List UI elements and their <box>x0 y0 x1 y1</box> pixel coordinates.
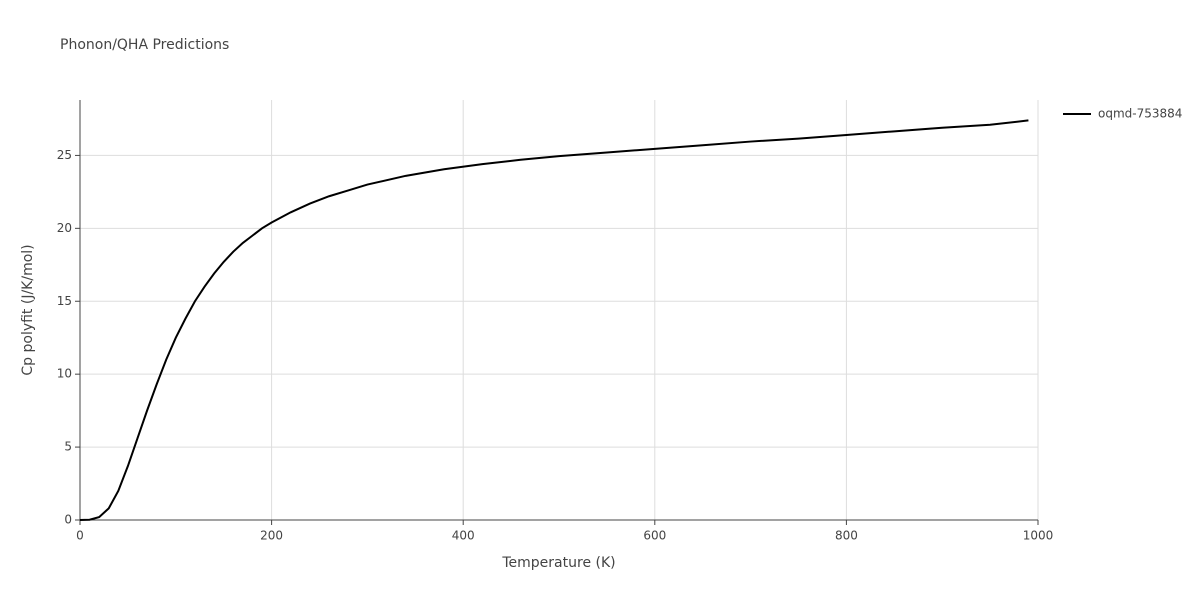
y-tick-label: 20 <box>57 221 72 235</box>
y-tick-label: 0 <box>64 513 72 527</box>
x-tick-label: 1000 <box>1023 529 1054 543</box>
data-line <box>79 119 1029 521</box>
chart-title: Phonon/QHA Predictions <box>60 37 229 53</box>
x-tick-label: 400 <box>452 529 475 543</box>
x-tick-label: 600 <box>643 529 666 543</box>
y-tick-label: 10 <box>57 367 72 381</box>
y-axis-title: Cp polyfit (J/K/mol) <box>20 244 36 375</box>
x-axis-title: Temperature (K) <box>501 555 615 571</box>
x-tick-label: 200 <box>260 529 283 543</box>
y-tick-label: 15 <box>57 294 72 308</box>
legend-label: oqmd-753884 <box>1098 107 1182 121</box>
x-tick-label: 800 <box>835 529 858 543</box>
x-tick-label: 0 <box>76 529 84 543</box>
y-tick-label: 5 <box>64 440 72 454</box>
y-tick-label: 25 <box>57 148 72 162</box>
